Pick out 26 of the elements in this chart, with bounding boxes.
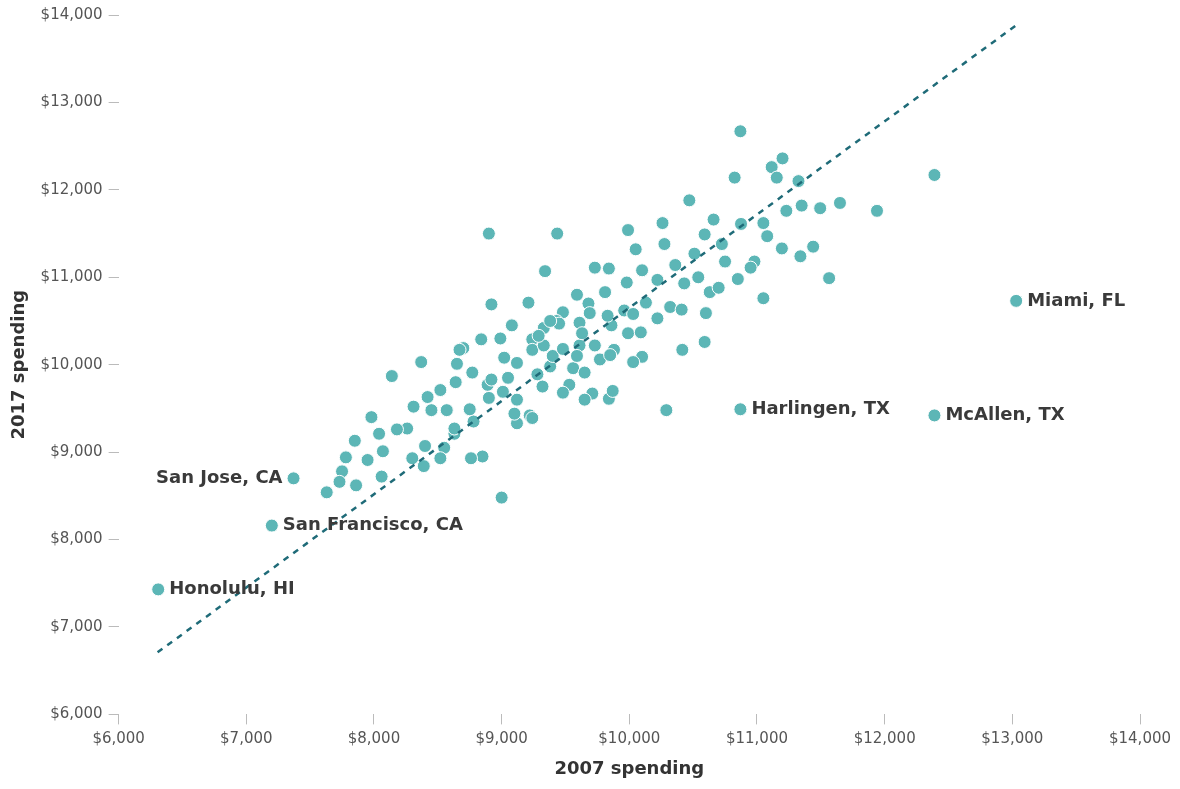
annotation: San Jose, CA <box>156 466 283 488</box>
y-tick-label: $13,000 <box>40 92 103 111</box>
annotation: Harlingen, TX <box>751 396 890 418</box>
y-tick-label: $14,000 <box>40 4 103 23</box>
x-tick-label: $10,000 <box>598 729 661 748</box>
x-tick-label: $7,000 <box>220 729 273 748</box>
y-tick-label: $7,000 <box>50 616 103 635</box>
x-tick-label: $8,000 <box>347 729 401 748</box>
x-tick-label: $14,000 <box>1108 729 1172 748</box>
x-tick-label: $11,000 <box>725 729 788 748</box>
x-tick-label: $13,000 <box>981 729 1044 748</box>
x-axis-title: 2007 spending <box>554 756 705 778</box>
annotation: Miami, FL <box>1027 288 1126 310</box>
x-tick-label: $9,000 <box>475 729 528 748</box>
x-tick-label: $6,000 <box>92 729 145 748</box>
y-tick-label: $6,000 <box>50 704 103 723</box>
annotation: McAllen, TX <box>945 403 1065 425</box>
annotation: San Francisco, CA <box>282 513 463 535</box>
y-axis-title: 2017 spending <box>7 289 29 440</box>
x-tick-label: $12,000 <box>853 729 916 748</box>
y-tick-label: $12,000 <box>40 179 103 198</box>
y-tick-label: $11,000 <box>40 267 103 286</box>
y-tick-label: $8,000 <box>50 529 103 548</box>
y-tick-label: $9,000 <box>50 442 103 461</box>
annotation: Honolulu, HI <box>169 577 295 599</box>
y-tick-label: $10,000 <box>40 354 103 373</box>
